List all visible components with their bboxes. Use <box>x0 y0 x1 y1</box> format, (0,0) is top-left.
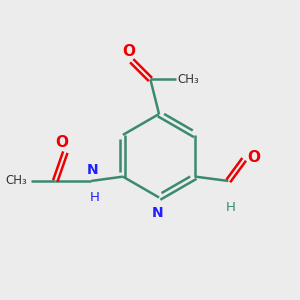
Text: O: O <box>56 135 68 150</box>
Text: O: O <box>248 150 261 165</box>
Text: CH₃: CH₃ <box>178 73 200 86</box>
Text: N: N <box>152 206 164 220</box>
Text: O: O <box>122 44 135 59</box>
Text: H: H <box>90 191 100 204</box>
Text: N: N <box>87 164 98 178</box>
Text: CH₃: CH₃ <box>6 174 27 188</box>
Text: H: H <box>226 201 236 214</box>
